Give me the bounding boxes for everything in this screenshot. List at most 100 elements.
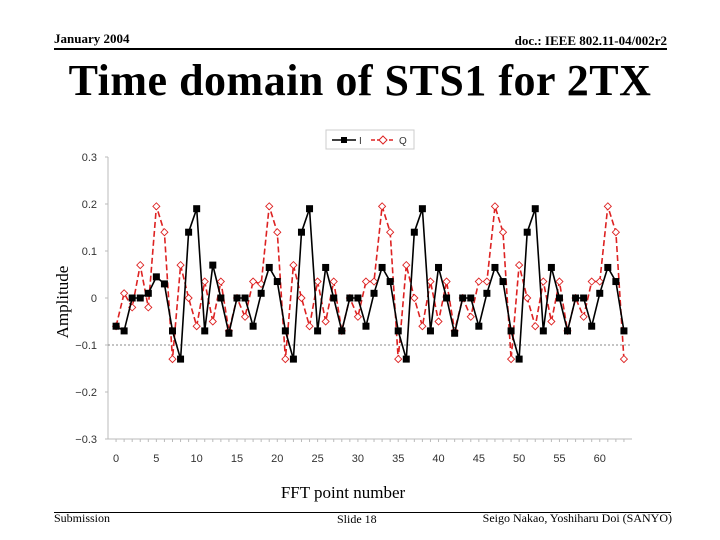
point-I [555,294,563,302]
point-Q [539,277,548,286]
point-I [185,228,193,236]
point-I [378,263,386,271]
point-Q [353,312,363,321]
point-Q [273,228,282,237]
y-tick-label: −0.2 [75,387,97,399]
point-I [588,322,596,330]
point-I [426,327,434,335]
point-I [249,322,257,330]
point-Q [515,260,524,270]
point-Q [482,277,492,286]
point-Q [136,260,145,270]
x-tick-label: 0 [113,453,119,465]
point-Q [160,228,169,237]
point-Q [611,228,621,237]
point-Q [474,277,483,286]
x-tick-label: 40 [432,453,444,465]
point-Q [377,202,387,211]
point-Q [498,228,508,237]
point-Q [289,260,298,270]
point-I [475,322,483,330]
chart-series [111,202,629,364]
y-tick-label: −0.1 [75,340,97,352]
point-Q [442,277,451,286]
point-I [144,289,152,297]
x-tick-label: 5 [153,453,159,465]
point-Q [119,289,129,298]
point-I [354,294,362,302]
point-Q [506,354,516,364]
point-Q [313,277,322,286]
point-I [612,278,620,286]
point-I [564,327,572,335]
point-Q [386,228,395,237]
x-tick-label: 50 [513,453,525,465]
chart-legend: I Q [325,129,415,150]
point-Q [321,317,330,326]
point-I [596,289,604,297]
header-date: January 2004 [54,31,130,46]
point-I [152,273,160,281]
point-I [209,261,217,269]
point-Q [297,293,306,303]
y-tick-label: 0.1 [82,246,97,258]
point-I [443,294,451,302]
x-tick-label: 55 [553,453,565,465]
point-Q [168,354,177,364]
point-I [273,278,281,286]
point-I [515,355,523,363]
point-Q [369,277,379,286]
point-I [233,294,241,302]
series-line-I [115,208,625,360]
point-I [217,294,225,302]
point-Q [394,354,403,364]
x-axis-title: FFT point number [281,483,406,502]
point-I [241,294,249,302]
point-I [257,289,265,297]
point-Q [579,312,588,321]
point-I [314,327,322,335]
point-I [330,294,338,302]
point-Q [595,277,604,286]
point-Q [603,202,612,211]
legend-label-Q: Q [399,136,407,147]
point-I [499,278,507,286]
point-Q [418,322,427,331]
x-tick-label: 20 [271,453,283,465]
point-I [539,327,547,335]
point-I [112,322,120,330]
point-I [225,329,233,337]
legend-marker-I [341,137,347,143]
point-Q [547,317,556,326]
point-I [531,205,539,213]
header-rule [54,48,667,50]
legend-marker-Q [378,135,388,145]
point-Q [208,317,217,326]
point-Q [555,277,564,286]
point-Q [305,322,314,331]
point-I [338,327,346,335]
point-I [402,355,410,363]
point-I [136,294,144,302]
point-I [120,327,128,335]
header-doc-id: doc.: IEEE 802.11-04/002r2 [514,33,667,48]
y-tick-label: 0 [91,293,97,305]
x-tick-label: 10 [191,453,203,465]
point-Q [402,260,411,270]
y-tick-labels: 0.3 0.2 0.1 0 −0.1 −0.2 −0.3 [75,152,108,446]
point-Q [265,202,274,211]
point-I [265,263,273,271]
footer-authors: Seigo Nakao, Yoshiharu Doi (SANYO) [482,511,672,525]
point-Q [410,293,419,303]
point-I [297,228,305,236]
point-I [604,263,612,271]
legend-box [325,129,415,150]
y-tick-label: 0.3 [82,152,97,164]
point-I [572,294,580,302]
x-tick-label: 60 [594,453,606,465]
point-Q [248,277,258,286]
point-I [168,327,176,335]
point-Q [216,277,225,286]
point-I [386,278,394,286]
